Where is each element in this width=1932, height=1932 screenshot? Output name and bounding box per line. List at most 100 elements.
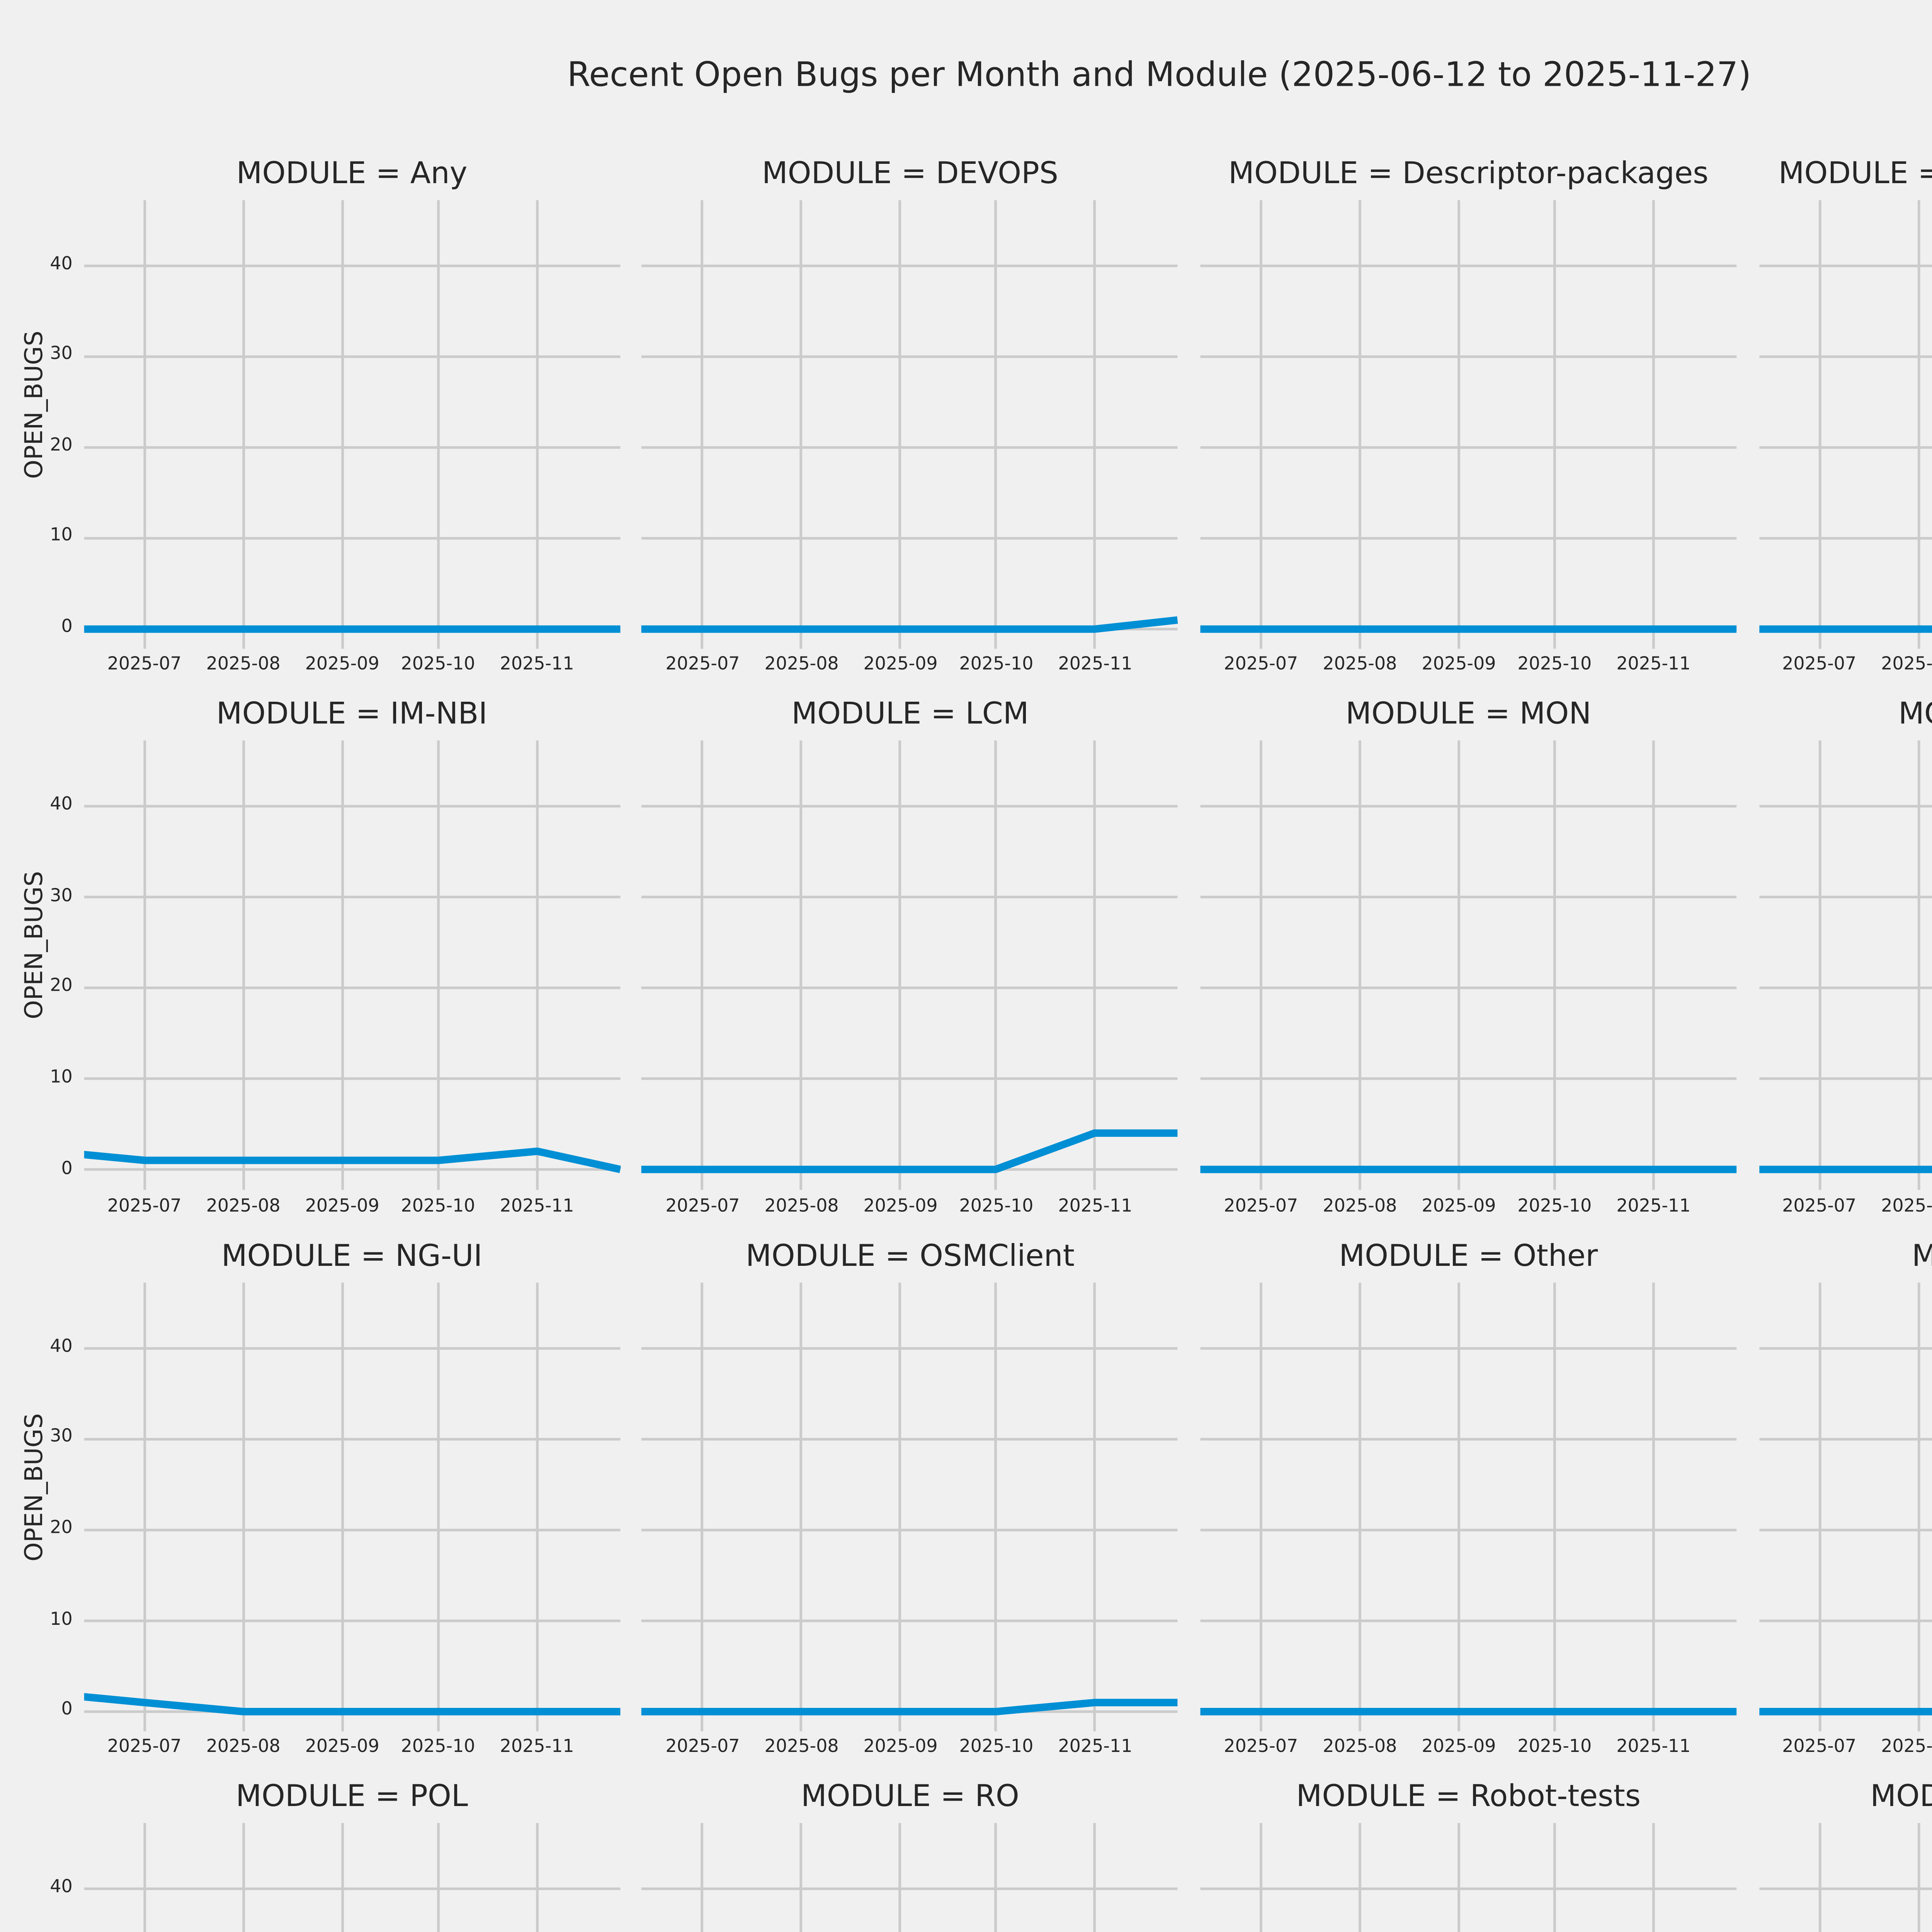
- x-tick-label: 2025-07: [107, 1196, 182, 1216]
- x-tick-label: 2025-08: [206, 1196, 281, 1216]
- y-tick-label: 40: [50, 1877, 73, 1898]
- x-tick-label: 2025-07: [665, 1737, 740, 1758]
- x-tick-label: 2025-09: [863, 1737, 938, 1758]
- x-tick-label: 2025-11: [1058, 1196, 1133, 1216]
- facet-plot: [83, 199, 620, 649]
- facet-title: MODULE = PLA: [1740, 1237, 1932, 1274]
- x-tick-label: 2025-07: [1782, 1737, 1857, 1758]
- y-tick-label: 0: [61, 1158, 73, 1179]
- facet-title: MODULE = OSMClient: [745, 1237, 1075, 1273]
- x-tick-label: 2025-07: [1782, 654, 1857, 675]
- y-tick-label: 10: [50, 526, 73, 547]
- facet-title: MODULE = Unknown: [1870, 1778, 1932, 1814]
- y-tick-label: 40: [50, 253, 73, 274]
- x-tick-label: 2025-08: [764, 654, 839, 675]
- x-tick-label: 2025-11: [1616, 1737, 1691, 1758]
- x-tick-label: 2025-09: [305, 1737, 379, 1758]
- x-tick-label: 2025-09: [863, 1196, 938, 1216]
- x-tick-label: 2025-11: [500, 1196, 574, 1216]
- facet-plot: [1759, 740, 1932, 1190]
- facet-plot: [1200, 199, 1737, 649]
- x-tick-label: 2025-08: [206, 1737, 281, 1758]
- facet-plot: [1759, 1823, 1932, 1932]
- x-tick-label: 2025-09: [305, 1196, 379, 1216]
- bug-trend-line: [642, 1698, 1179, 1715]
- bug-trend-line: [83, 1148, 620, 1173]
- facet-plot: [83, 1823, 620, 1932]
- x-tick-label: 2025-11: [1058, 1737, 1133, 1758]
- y-axis-label: OPEN_BUGS: [21, 1897, 49, 1932]
- x-tick-label: 2025-08: [1881, 654, 1932, 675]
- facet-title: MODULE = N2VC: [1898, 696, 1932, 731]
- x-tick-label: 2025-10: [1517, 654, 1592, 675]
- x-tick-label: 2025-10: [959, 1196, 1034, 1216]
- x-tick-label: 2025-10: [1517, 1737, 1592, 1758]
- x-tick-label: 2025-11: [500, 1737, 574, 1758]
- x-tick-label: 2025-10: [1517, 1196, 1592, 1216]
- x-tick-label: 2025-08: [1323, 1196, 1397, 1216]
- y-axis-label: OPEN_BUGS: [21, 871, 49, 1020]
- y-tick-label: 20: [50, 976, 73, 998]
- x-tick-label: 2025-11: [500, 654, 574, 675]
- y-tick-label: 40: [50, 1336, 73, 1357]
- x-tick-label: 2025-09: [1422, 654, 1496, 675]
- x-tick-label: 2025-08: [1323, 1737, 1397, 1758]
- y-axis-label: OPEN_BUGS: [21, 330, 49, 478]
- x-tick-label: 2025-09: [1422, 1737, 1496, 1758]
- facet-plot: [642, 199, 1179, 649]
- x-tick-label: 2025-11: [1616, 654, 1691, 675]
- x-tick-label: 2025-07: [107, 654, 182, 675]
- facet-title: MODULE = IM-NBI: [216, 696, 488, 731]
- x-tick-label: 2025-08: [764, 1196, 839, 1216]
- facet-plot: [1759, 199, 1932, 649]
- bug-trend-line: [642, 1129, 1179, 1173]
- x-tick-label: 2025-08: [764, 1737, 839, 1758]
- facet-title: MODULE = Robot-tests: [1296, 1778, 1641, 1814]
- x-tick-label: 2025-08: [1881, 1737, 1932, 1758]
- x-tick-label: 2025-07: [1224, 1737, 1298, 1758]
- x-tick-label: 2025-10: [959, 654, 1034, 675]
- facet-title: MODULE = Descriptor-packages: [1228, 154, 1709, 190]
- x-tick-label: 2025-10: [401, 1196, 475, 1216]
- x-tick-label: 2025-09: [1422, 1196, 1496, 1216]
- y-tick-label: 20: [50, 435, 73, 456]
- bug-trend-line: [642, 615, 1179, 632]
- facet-plot: [642, 1823, 1179, 1932]
- facet-plot: [1200, 1823, 1737, 1932]
- facet-title: MODULE = DEVOPS: [762, 154, 1058, 190]
- facet-title: MODULE = LCM: [791, 696, 1029, 731]
- facet-title: MODULE = POL: [236, 1778, 468, 1814]
- x-tick-label: 2025-07: [1224, 1196, 1298, 1216]
- x-tick-label: 2025-11: [1616, 1196, 1691, 1216]
- y-tick-label: 0: [61, 617, 73, 638]
- facet-plot: [642, 740, 1179, 1190]
- x-tick-label: 2025-07: [665, 654, 740, 675]
- x-tick-label: 2025-11: [1058, 654, 1133, 675]
- facet-title: MODULE = Documentation / Wiki: [1778, 154, 1932, 190]
- bug-trend-line: [83, 1692, 620, 1715]
- x-tick-label: 2025-10: [959, 1737, 1034, 1758]
- y-axis-label: OPEN_BUGS: [21, 1413, 49, 1561]
- facet-title: MODULE = Other: [1339, 1237, 1598, 1273]
- x-tick-label: 2025-08: [206, 654, 281, 675]
- y-tick-label: 40: [50, 795, 73, 816]
- x-tick-label: 2025-07: [1782, 1196, 1857, 1216]
- y-tick-label: 30: [50, 1427, 73, 1448]
- y-tick-label: 30: [50, 344, 73, 365]
- facet-title: MODULE = MON: [1345, 696, 1592, 731]
- x-tick-label: 2025-07: [107, 1737, 182, 1758]
- facet-title: MODULE = NG-UI: [221, 1237, 483, 1273]
- x-tick-label: 2025-10: [401, 1737, 475, 1758]
- x-tick-label: 2025-10: [401, 654, 475, 675]
- chart-title: Recent Open Bugs per Month and Module (2…: [567, 56, 1752, 95]
- x-tick-label: 2025-08: [1323, 654, 1397, 675]
- x-tick-label: 2025-07: [665, 1196, 740, 1216]
- facet-title: MODULE = Any: [236, 154, 468, 190]
- y-tick-label: 0: [61, 1699, 73, 1721]
- facet-plot: [1759, 1282, 1932, 1731]
- facet-title: MODULE = RO: [801, 1778, 1019, 1814]
- x-tick-label: 2025-09: [863, 654, 938, 675]
- facet-plot: [83, 1282, 620, 1731]
- facet-plot: [83, 740, 620, 1190]
